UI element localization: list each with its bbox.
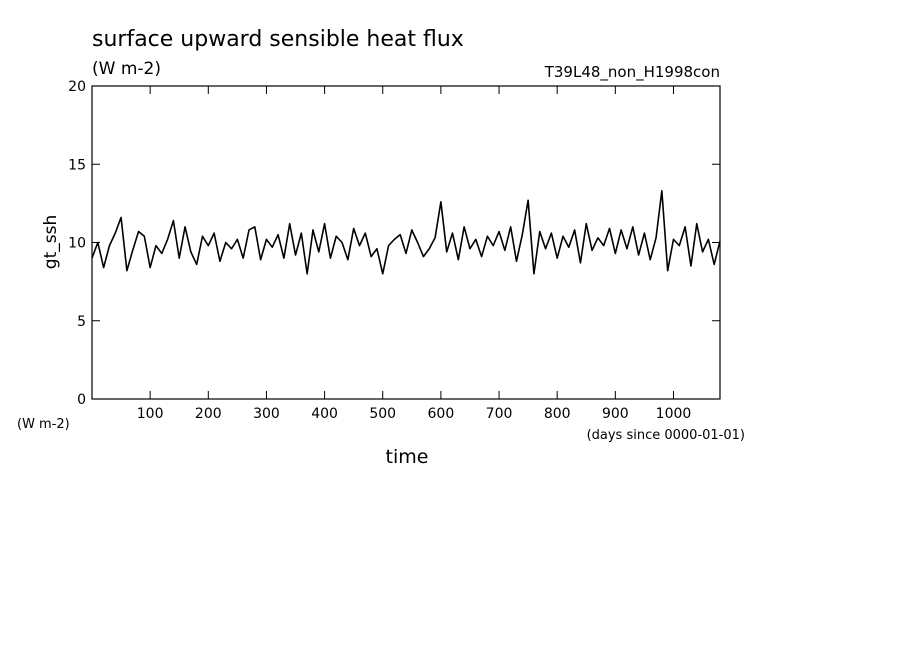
y-tick-label: 20 <box>68 79 86 95</box>
x-tick-label: 200 <box>195 406 222 422</box>
x-units: (days since 0000-01-01) <box>587 428 745 443</box>
y-tick-label: 5 <box>77 314 86 330</box>
x-tick-label: 1000 <box>656 406 692 422</box>
x-tick-label: 500 <box>369 406 396 422</box>
x-tick-label: 600 <box>428 406 455 422</box>
x-tick-label: 100 <box>137 406 164 422</box>
y-tick-label: 0 <box>77 392 86 408</box>
run-label: T39L48_non_H1998con <box>544 63 720 82</box>
x-tick-label: 800 <box>544 406 571 422</box>
x-tick-label: 400 <box>311 406 338 422</box>
x-tick-label: 700 <box>486 406 513 422</box>
chart-title: surface upward sensible heat flux <box>92 27 464 52</box>
y-units: (W m-2) <box>17 417 70 432</box>
chart-subtitle: (W m-2) <box>92 59 161 79</box>
y-tick-label: 10 <box>68 236 86 252</box>
y-tick-label: 15 <box>68 157 86 173</box>
data-line <box>91 190 721 275</box>
x-axis-label: time <box>386 446 429 468</box>
x-tick-label: 300 <box>253 406 280 422</box>
y-axis-label: gt_ssh <box>41 215 61 269</box>
x-tick-label: 900 <box>602 406 629 422</box>
